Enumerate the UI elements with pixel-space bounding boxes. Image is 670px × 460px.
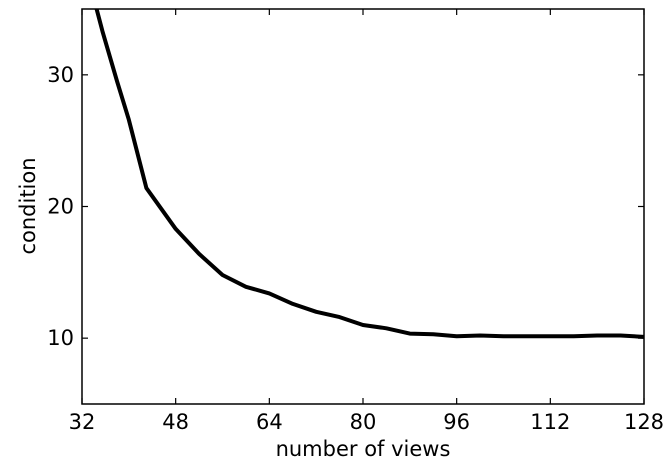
x-tick-label: 128	[624, 410, 664, 434]
x-tick-label: 80	[350, 410, 377, 434]
x-tick-label: 32	[69, 410, 96, 434]
x-tick-label: 48	[162, 410, 189, 434]
series-line-0	[94, 9, 644, 339]
y-tick-label: 10	[47, 326, 74, 350]
x-tick-label: 112	[530, 410, 570, 434]
x-tick-label: 96	[443, 410, 470, 434]
y-tick-label: 30	[47, 63, 74, 87]
y-tick-label: 20	[47, 195, 74, 219]
y-axis-label: condition	[16, 157, 40, 254]
x-tick-label: 64	[256, 410, 283, 434]
plot-area-frame	[81, 8, 645, 405]
x-axis-label: number of views	[276, 437, 451, 460]
